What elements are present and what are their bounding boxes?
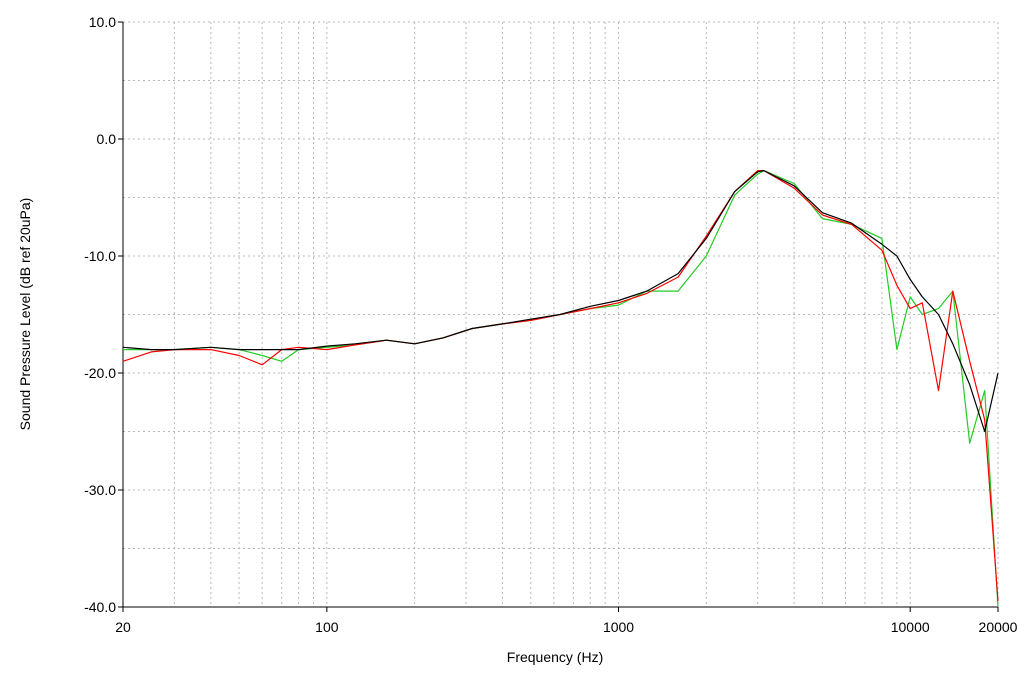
x-tick-label: 10000 <box>891 619 930 635</box>
y-tick-label: -10.0 <box>84 248 116 264</box>
x-tick-label: 1000 <box>603 619 634 635</box>
x-axis-label: Frequency (Hz) <box>507 649 603 665</box>
y-tick-label: 10.0 <box>89 14 116 30</box>
x-tick-label: 20 <box>115 619 131 635</box>
series-line <box>123 170 999 608</box>
x-tick-label: 20000 <box>979 619 1018 635</box>
y-tick-label: -20.0 <box>84 365 116 381</box>
series-line <box>122 170 999 433</box>
x-tick-label: 100 <box>315 619 339 635</box>
y-axis-label: Sound Pressure Level (dB ref 20uPa) <box>17 198 33 431</box>
y-tick-label: 0.0 <box>97 131 117 147</box>
y-tick-label: -40.0 <box>84 599 116 615</box>
y-tick-label: -30.0 <box>84 482 116 498</box>
